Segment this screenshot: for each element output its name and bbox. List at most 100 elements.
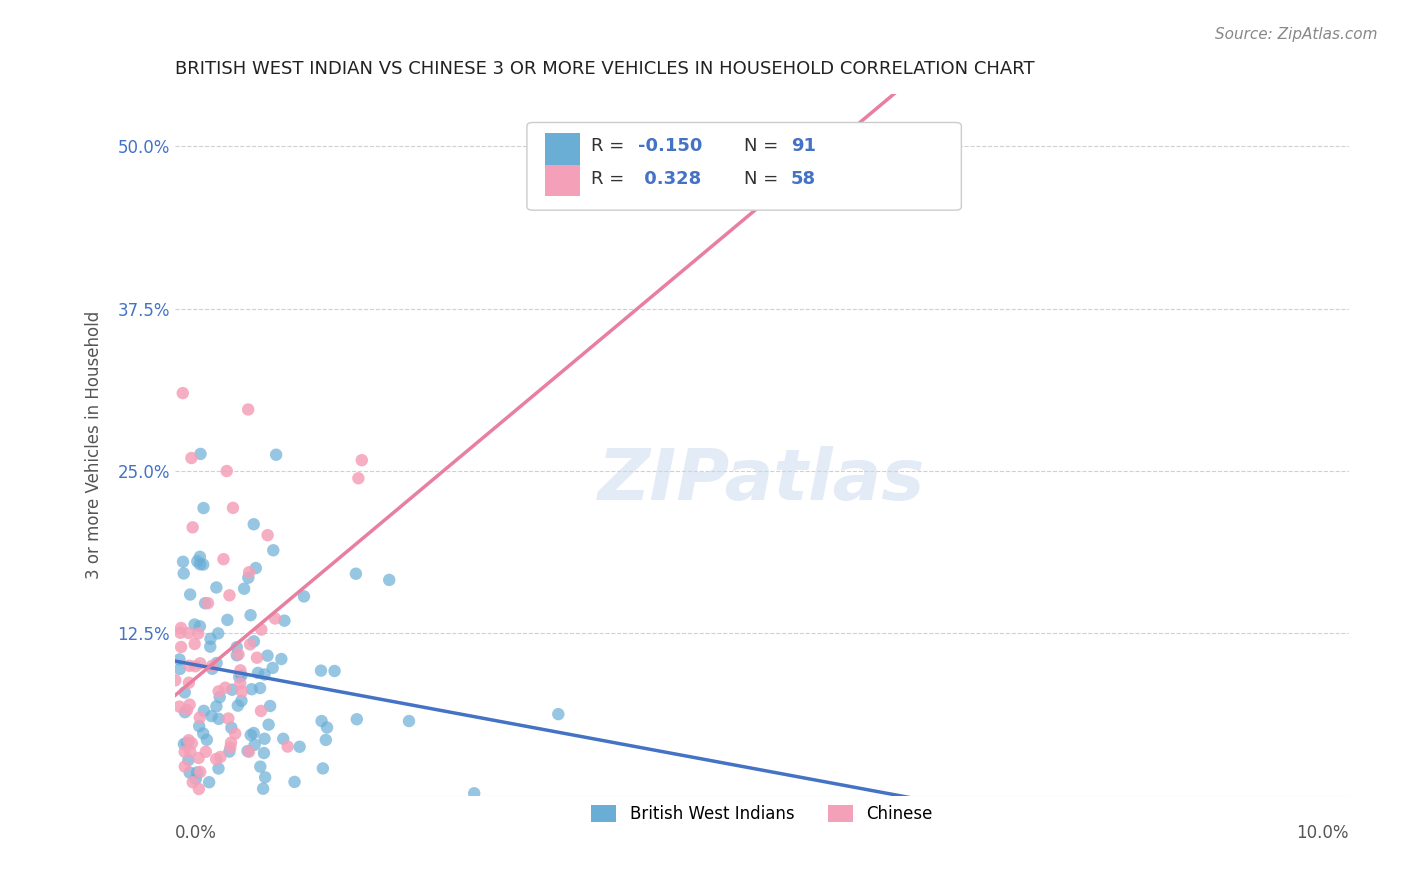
- British West Indians: [262, 661, 284, 675]
- British West Indians: [169, 662, 191, 676]
- British West Indians: [463, 786, 485, 800]
- British West Indians: [195, 732, 218, 747]
- British West Indians: [193, 704, 215, 718]
- Chinese: [209, 750, 232, 764]
- Chinese: [179, 698, 201, 712]
- Text: 0.328: 0.328: [638, 169, 702, 187]
- Chinese: [188, 657, 211, 671]
- British West Indians: [240, 682, 263, 697]
- British West Indians: [193, 558, 215, 572]
- British West Indians: [205, 581, 228, 595]
- FancyBboxPatch shape: [527, 122, 962, 211]
- Chinese: [205, 752, 228, 766]
- Text: ZIPatlas: ZIPatlas: [598, 446, 925, 515]
- Chinese: [180, 450, 202, 465]
- British West Indians: [249, 759, 271, 773]
- British West Indians: [186, 554, 208, 568]
- British West Indians: [179, 765, 201, 780]
- British West Indians: [233, 582, 256, 596]
- British West Indians: [257, 717, 280, 731]
- British West Indians: [254, 770, 277, 784]
- Chinese: [350, 453, 373, 467]
- Chinese: [177, 626, 200, 640]
- British West Indians: [208, 690, 231, 705]
- Chinese: [222, 500, 245, 515]
- British West Indians: [207, 762, 229, 776]
- British West Indians: [183, 617, 205, 632]
- Chinese: [219, 736, 242, 750]
- Chinese: [250, 623, 273, 637]
- Chinese: [224, 727, 246, 741]
- British West Indians: [315, 733, 337, 747]
- British West Indians: [169, 652, 191, 666]
- British West Indians: [252, 781, 274, 796]
- British West Indians: [242, 726, 264, 740]
- British West Indians: [346, 712, 368, 726]
- Chinese: [264, 611, 287, 625]
- Chinese: [170, 640, 193, 654]
- Chinese: [217, 712, 239, 726]
- British West Indians: [193, 501, 215, 516]
- Chinese: [201, 659, 224, 673]
- British West Indians: [288, 739, 311, 754]
- Chinese: [277, 739, 299, 754]
- British West Indians: [316, 721, 339, 735]
- British West Indians: [323, 664, 346, 678]
- British West Indians: [243, 738, 266, 752]
- British West Indians: [184, 772, 207, 786]
- Chinese: [165, 673, 187, 688]
- British West Indians: [262, 543, 284, 558]
- British West Indians: [201, 662, 224, 676]
- British West Indians: [200, 709, 222, 723]
- British West Indians: [246, 665, 269, 680]
- British West Indians: [259, 698, 281, 713]
- Chinese: [238, 745, 260, 759]
- Chinese: [238, 566, 260, 580]
- Chinese: [172, 386, 194, 401]
- British West Indians: [225, 640, 247, 655]
- British West Indians: [228, 670, 250, 684]
- Chinese: [215, 464, 238, 478]
- Chinese: [184, 659, 207, 673]
- Chinese: [179, 745, 201, 759]
- British West Indians: [344, 566, 367, 581]
- Chinese: [194, 745, 217, 759]
- Text: 58: 58: [792, 169, 817, 187]
- Chinese: [347, 471, 370, 485]
- Chinese: [169, 625, 191, 640]
- British West Indians: [173, 566, 195, 581]
- British West Indians: [253, 746, 276, 760]
- British West Indians: [273, 614, 295, 628]
- Chinese: [187, 781, 209, 796]
- Chinese: [177, 675, 200, 690]
- British West Indians: [239, 608, 262, 623]
- British West Indians: [253, 731, 276, 746]
- British West Indians: [547, 707, 569, 722]
- Text: N =: N =: [744, 136, 785, 154]
- British West Indians: [177, 753, 200, 767]
- Y-axis label: 3 or more Vehicles in Household: 3 or more Vehicles in Household: [86, 311, 103, 579]
- Chinese: [236, 402, 259, 417]
- British West Indians: [200, 640, 222, 654]
- Chinese: [197, 596, 219, 610]
- Chinese: [176, 703, 198, 717]
- British West Indians: [239, 728, 262, 742]
- British West Indians: [208, 712, 231, 726]
- Text: -0.150: -0.150: [638, 136, 703, 154]
- Text: R =: R =: [592, 136, 630, 154]
- British West Indians: [188, 558, 211, 572]
- Chinese: [181, 520, 204, 534]
- Chinese: [183, 637, 205, 651]
- British West Indians: [188, 619, 211, 633]
- Chinese: [187, 626, 209, 640]
- Text: Source: ZipAtlas.com: Source: ZipAtlas.com: [1215, 27, 1378, 42]
- Legend: British West Indians, Chinese: British West Indians, Chinese: [585, 798, 939, 830]
- Chinese: [181, 775, 204, 789]
- Chinese: [219, 740, 242, 755]
- British West Indians: [253, 667, 276, 681]
- Chinese: [187, 751, 209, 765]
- British West Indians: [173, 685, 195, 699]
- Chinese: [177, 733, 200, 747]
- British West Indians: [238, 571, 260, 585]
- Chinese: [207, 684, 229, 698]
